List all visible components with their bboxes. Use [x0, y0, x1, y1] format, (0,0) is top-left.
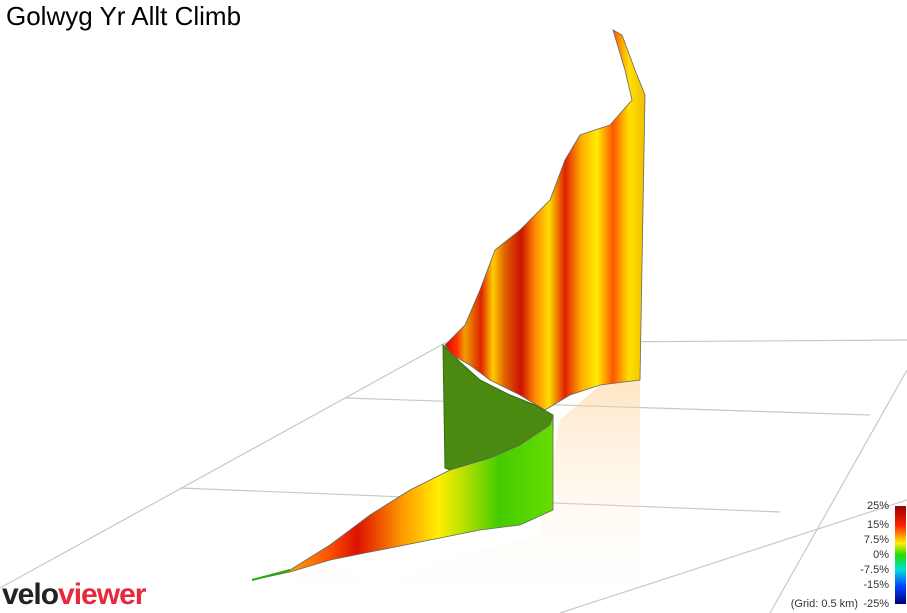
gradient-scale [895, 506, 906, 604]
logo-first: velo [2, 578, 59, 611]
scale-label: -25% [863, 598, 889, 610]
scale-label: 15% [867, 519, 889, 531]
scale-label: -15% [863, 579, 889, 591]
scale-labels: 25% 15% 7.5% 0% -7.5% -15% -25% (Grid: 0… [791, 500, 889, 610]
ribbon-upper [444, 29, 646, 411]
ribbon-lower [251, 414, 554, 581]
grid-note: (Grid: 0.5 km) [791, 598, 858, 610]
reflection [290, 380, 640, 613]
title: Golwyg Yr Allt Climb [6, 1, 241, 31]
logo-second: viewer [58, 578, 147, 611]
scale-label: 25% [867, 500, 889, 512]
scale-label: -7.5% [860, 564, 889, 576]
start-line [251, 569, 291, 581]
logo: veloviewer [2, 578, 147, 611]
scale-label: 7.5% [864, 534, 889, 546]
scale-label: 0% [873, 549, 889, 561]
